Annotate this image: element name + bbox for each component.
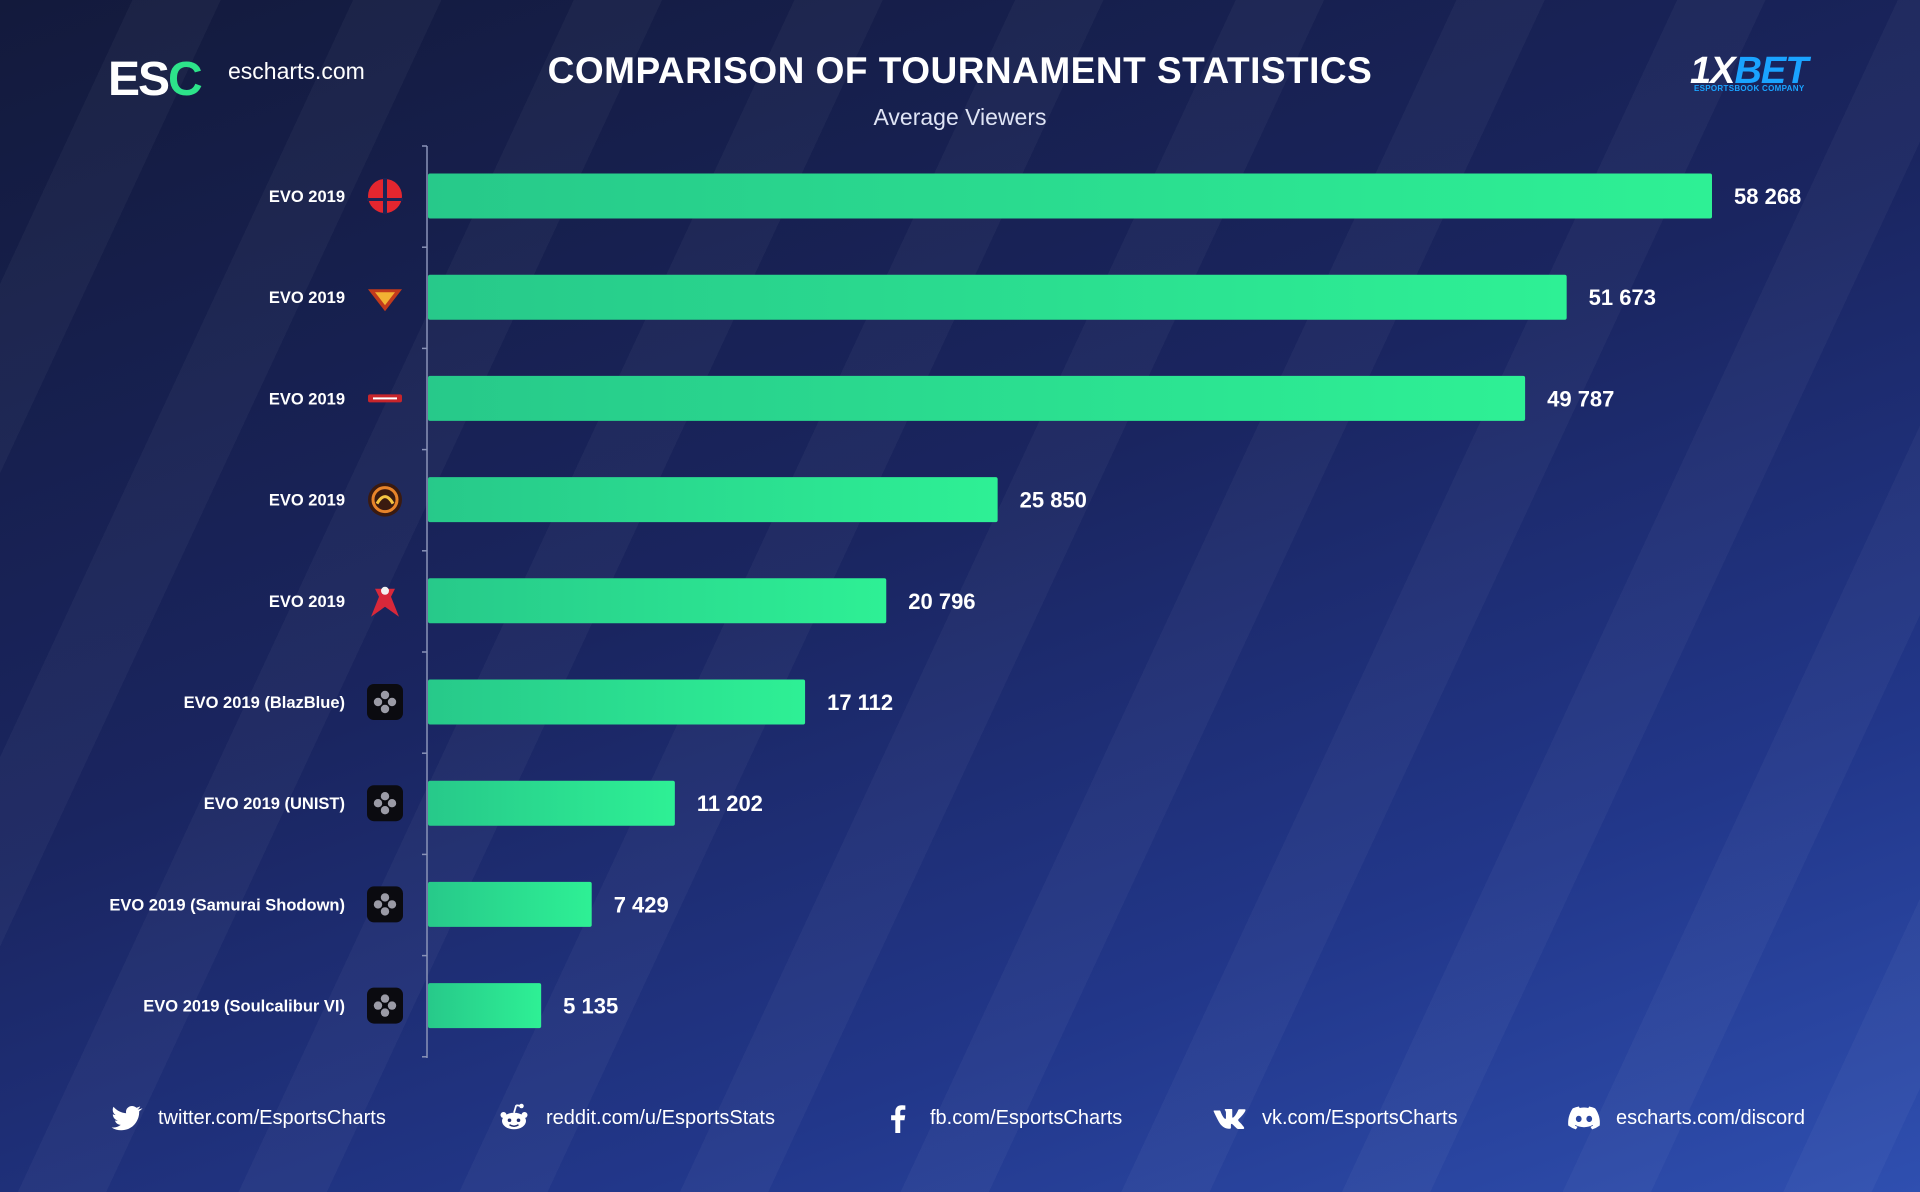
- category-label: EVO 2019: [269, 390, 345, 408]
- bar-row: 58 268 EVO 2019: [269, 173, 1801, 219]
- gamepad-icon: [367, 987, 403, 1024]
- reddit-label: reddit.com/u/EsportsStats: [546, 1106, 775, 1129]
- reddit-icon: [500, 1103, 528, 1130]
- gamepad-icon-dot: [387, 900, 397, 909]
- bar: [428, 679, 806, 725]
- vk-label: vk.com/EsportsCharts: [1262, 1106, 1458, 1129]
- site-link[interactable]: escharts.com: [228, 58, 365, 84]
- bar: [428, 578, 887, 624]
- bar-chart: 58 268 EVO 2019 51 673 EVO 2019 49 787 EVO 20…: [109, 145, 1801, 1058]
- discord-link[interactable]: escharts.com/discord: [1566, 1100, 1805, 1136]
- bar-value-label: 20 796: [908, 589, 975, 614]
- mk-icon-dragon: [375, 495, 395, 505]
- bar-value-label: 17 112: [827, 690, 893, 715]
- category-label: EVO 2019 (Samurai Shodown): [109, 896, 345, 914]
- reddit-link[interactable]: reddit.com/u/EsportsStats: [496, 1100, 775, 1136]
- bar-row: 51 673 EVO 2019: [269, 274, 1656, 320]
- gamepad-icon-bg: [367, 987, 403, 1024]
- bar-value-label: 58 268: [1734, 184, 1801, 209]
- bar-row: 49 787 EVO 2019: [269, 375, 1614, 421]
- category-label: EVO 2019: [269, 289, 345, 307]
- gamepad-icon-dot: [380, 690, 390, 700]
- sc-icon-head: [381, 586, 389, 595]
- bar-value-label: 5 135: [563, 994, 618, 1019]
- gamepad-icon-dot: [387, 1001, 397, 1010]
- bar: [428, 375, 1526, 421]
- category-label: EVO 2019 (Soulcalibur VI): [143, 998, 345, 1016]
- tekken-icon: [368, 394, 402, 403]
- soulcalibur-icon: [371, 586, 399, 617]
- smash-icon-hline: [367, 198, 403, 201]
- twitter-label: twitter.com/EsportsCharts: [158, 1106, 386, 1129]
- sf-icon-inner: [375, 292, 395, 306]
- facebook-link[interactable]: fb.com/EsportsCharts: [880, 1100, 1122, 1136]
- gamepad-icon: [367, 684, 403, 720]
- gamepad-icon-dot: [380, 1008, 390, 1017]
- bar-value-label: 7 429: [614, 892, 669, 917]
- gamepad-icon-dot: [373, 799, 383, 808]
- facebook-icon: [891, 1105, 906, 1133]
- category-label: EVO 2019: [269, 188, 345, 206]
- gamepad-icon: [367, 785, 403, 822]
- bar-row: 7 429 EVO 2019 (Samurai Shodown): [109, 881, 669, 927]
- bar-row: 25 850 EVO 2019: [269, 477, 1087, 523]
- bar: [428, 881, 592, 927]
- bar-value-label: 51 673: [1589, 285, 1656, 310]
- chart-title: COMPARISON OF TOURNAMENT STATISTICS: [547, 50, 1373, 91]
- footer: twitter.com/EsportsCharts reddit.com/u/E…: [0, 1100, 1920, 1150]
- category-label: EVO 2019: [269, 593, 345, 611]
- discord-label: escharts.com/discord: [1616, 1106, 1805, 1129]
- facebook-label: fb.com/EsportsCharts: [930, 1106, 1123, 1129]
- gamepad-icon-dot: [373, 697, 383, 707]
- header: ESC escharts.com COMPARISON OF TOURNAMEN…: [0, 0, 1920, 140]
- gamepad-icon-dot: [380, 792, 390, 801]
- esc-logo[interactable]: ESC: [108, 53, 203, 106]
- twitter-icon: [111, 1105, 143, 1131]
- gamepad-icon-dot: [373, 900, 383, 909]
- mk-icon-ring: [371, 486, 399, 514]
- vk-link[interactable]: vk.com/EsportsCharts: [1212, 1100, 1458, 1136]
- bar-row: 11 202 EVO 2019 (UNIST): [204, 780, 763, 826]
- discord-icon: [1568, 1106, 1600, 1130]
- gamepad-icon-dot: [380, 907, 390, 916]
- gamepad-icon-dot: [387, 697, 397, 707]
- gamepad-icon-bg: [367, 785, 403, 822]
- gamepad-icon-dot: [380, 994, 390, 1003]
- tekken-icon-stripe: [373, 397, 397, 400]
- bar-value-label: 49 787: [1547, 386, 1614, 411]
- twitter-link[interactable]: twitter.com/EsportsCharts: [108, 1100, 386, 1136]
- gamepad-icon-dot: [380, 806, 390, 815]
- chart-subtitle: Average Viewers: [873, 104, 1047, 130]
- gamepad-icon-dot: [387, 799, 397, 808]
- gamepad-icon-bg: [367, 886, 403, 923]
- bar: [428, 477, 998, 523]
- sponsor-tagline: ESPORTSBOOK COMPANY: [1694, 84, 1805, 93]
- bar: [428, 173, 1712, 219]
- bar-value-label: 25 850: [1020, 488, 1087, 513]
- category-label: EVO 2019 (BlazBlue): [184, 694, 345, 712]
- category-label: EVO 2019: [269, 492, 345, 510]
- bar-row: 20 796 EVO 2019: [269, 578, 976, 624]
- gamepad-icon-bg: [367, 684, 403, 720]
- gamepad-icon: [367, 886, 403, 923]
- sc-icon-shape: [371, 588, 399, 617]
- bar-value-label: 11 202: [697, 791, 763, 816]
- smash-icon: [367, 178, 403, 214]
- sponsor-logo[interactable]: 1XBET: [1690, 50, 1808, 92]
- bar: [428, 274, 1567, 320]
- category-label: EVO 2019 (UNIST): [204, 795, 345, 813]
- smash-icon-vline: [383, 178, 387, 214]
- bar-row: 5 135 EVO 2019 (Soulcalibur VI): [143, 983, 618, 1029]
- bar: [428, 983, 542, 1029]
- vk-icon: [1213, 1109, 1246, 1129]
- bar-row: 17 112 EVO 2019 (BlazBlue): [184, 679, 893, 725]
- gamepad-icon-dot: [373, 1001, 383, 1010]
- gamepad-icon-dot: [380, 704, 390, 714]
- gamepad-icon-dot: [380, 893, 390, 902]
- bar: [428, 780, 675, 826]
- mortal-kombat-icon: [368, 482, 402, 517]
- street-fighter-icon: [368, 289, 402, 312]
